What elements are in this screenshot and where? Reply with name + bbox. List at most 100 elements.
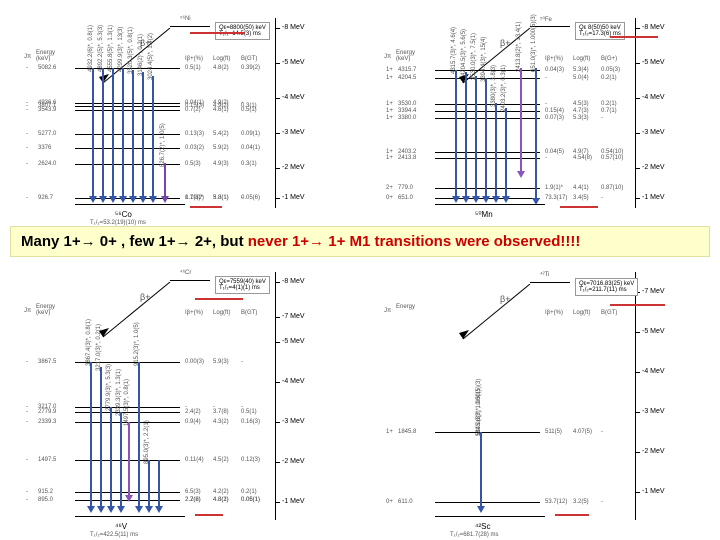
axis-tick-label: -4 MeV (282, 378, 305, 385)
level-energy-label: 779.0 (398, 185, 413, 191)
axis-tick-label: -2 MeV (282, 164, 305, 171)
level-energy-label: 4315.7 (398, 67, 416, 73)
highlight-underline (610, 304, 665, 306)
energy-level (435, 152, 540, 153)
data-cell: - (241, 195, 243, 201)
gamma-transition-arrow (164, 163, 166, 198)
data-cell: 5.9(2) (213, 145, 229, 151)
data-cell: 4.7(3) (573, 108, 589, 114)
gamma-transition-arrow (112, 68, 114, 198)
decay-scheme-panel: -8 MeV-5 MeV-4 MeV-3 MeV-2 MeV-1 MeV⁵⁶Ni… (20, 8, 330, 218)
decay-scheme-panel: -8 MeV-5 MeV-4 MeV-3 MeV-2 MeV-1 MeV⁵⁰Fe… (380, 8, 700, 218)
level-energy-label: 1845.8 (398, 429, 416, 435)
data-cell: 0.05(3) (601, 67, 620, 73)
halflife-bottom: T₁/₂=681.7(28) ms (450, 532, 499, 538)
gamma-energy-label: 1497.5(3)*, 0.8(1) (124, 379, 130, 426)
gamma-transition-arrow (455, 70, 457, 198)
energy-level (435, 502, 540, 503)
highlight-underline (190, 206, 222, 208)
level-spin-label: 1+ (386, 75, 393, 81)
data-cell: 4.8(2) (213, 65, 229, 71)
gamma-energy-label: 4892.2(5)*, 5.3(3) (98, 25, 104, 72)
arrow-head-icon (129, 196, 137, 203)
parent-isotope-label: ⁵⁰Fe (540, 16, 552, 23)
data-cell: 5.0(4) (573, 75, 589, 81)
energy-level (435, 158, 540, 159)
arrow-head-icon (517, 171, 525, 178)
data-cell: - (601, 195, 603, 201)
level-spin-label: - (26, 419, 28, 425)
data-cell: 0.04(3) (545, 67, 564, 73)
data-cell: 0.04(5) (545, 149, 564, 155)
gamma-transition-arrow (128, 422, 130, 497)
data-cell: 6.5(3) (185, 489, 201, 495)
axis-tick-label: -2 MeV (642, 164, 665, 171)
level-spin-label: - (26, 65, 28, 71)
axis-tick-label: -1 MeV (282, 194, 305, 201)
data-cell: 0.05(1) (241, 497, 260, 503)
data-cell: 0.9(4) (185, 419, 201, 425)
level-energy-label: 4204.5 (398, 75, 416, 81)
data-cell: 0.05(6) (241, 195, 260, 201)
gamma-energy-label: 4299.9(3)*, 13(3) (118, 27, 124, 72)
data-cell: 0.7(2) (185, 107, 201, 113)
gamma-transition-arrow (102, 68, 104, 198)
col-header: Energy(keV) (396, 50, 415, 62)
gamma-energy-label: 3024.4(5)*, 1.4(2) (148, 33, 154, 80)
data-cell: 0.13(3) (185, 131, 204, 137)
gamma-energy-label: 4555.8(5)*, 1.3(1) (108, 25, 114, 72)
arrow-head-icon (155, 506, 163, 513)
gamma-transition-arrow (475, 76, 477, 198)
data-cell: 53.7(12) (545, 499, 567, 505)
level-energy-label: 3867.5 (38, 359, 56, 365)
energy-level (435, 432, 540, 433)
col-header: Jπ (384, 308, 391, 314)
level-spin-label: - (26, 409, 28, 415)
data-cell: 4.2(2) (213, 489, 229, 495)
data-cell: 4.3(2) (213, 419, 229, 425)
caption-never: never 1+→ 1+ M1 transitions were observe… (248, 233, 581, 250)
axis-tick-label: -4 MeV (282, 94, 305, 101)
arrow-head-icon (452, 196, 460, 203)
axis-tick-label: -3 MeV (642, 129, 665, 136)
data-cell: 73.3(17) (545, 195, 567, 201)
axis-tick-label: -4 MeV (642, 368, 665, 375)
level-spin-label: 2+ (386, 185, 393, 191)
gamma-energy-label: 2413.8(2)*, 13.4(1) (516, 22, 522, 72)
ground-state-level (435, 516, 545, 517)
level-spin-label: 1+ (386, 101, 393, 107)
data-cell: 3.2(5) (573, 499, 589, 505)
axis-tick-label: -1 MeV (642, 488, 665, 495)
gamma-energy-label: 511.0(3)*, 1.000(5)(3) (476, 379, 482, 436)
col-header: Jπ (24, 308, 31, 314)
gamma-energy-label: 895.0(3)*, 2.2(1) (144, 420, 150, 464)
arrow-head-icon (482, 196, 490, 203)
highlight-underline (195, 514, 223, 516)
level-energy-label: 3543.9 (38, 107, 56, 113)
ground-state-level (435, 204, 545, 205)
gamma-transition-arrow (122, 68, 124, 198)
daughter-isotope-label: ⁵⁶Co (115, 210, 132, 219)
q-value-box: Qε=7559(40) keVT₁/₂=4(1)(1) ms (215, 276, 270, 294)
data-cell: 0.39(2) (241, 65, 260, 71)
level-energy-label: 926.7 (38, 195, 53, 201)
data-cell: 3.7(8) (213, 409, 229, 415)
gamma-transition-arrow (505, 108, 507, 198)
beta-plus-label: β+ (500, 38, 510, 48)
highlight-underline (190, 32, 245, 34)
arrow-head-icon (145, 506, 153, 513)
axis-tick-label: -5 MeV (642, 59, 665, 66)
data-cell: 4.9(3) (213, 161, 229, 167)
axis-tick (635, 28, 640, 29)
col-header: Energy(keV) (36, 50, 55, 62)
arrow-head-icon (492, 196, 500, 203)
data-cell: 5.4(2) (213, 131, 229, 137)
parent-isotope-label: ⁵⁶Ni (180, 16, 191, 22)
gamma-transition-arrow (480, 432, 482, 508)
parent-isotope-label: ⁴⁶Cr (180, 270, 191, 276)
data-cell: 4.07(5) (573, 429, 592, 435)
data-cell: 0.2(1) (241, 489, 257, 495)
axis-tick (275, 168, 280, 169)
gamma-transition-arrow (535, 68, 537, 200)
col-header: B(GT) (601, 310, 617, 316)
